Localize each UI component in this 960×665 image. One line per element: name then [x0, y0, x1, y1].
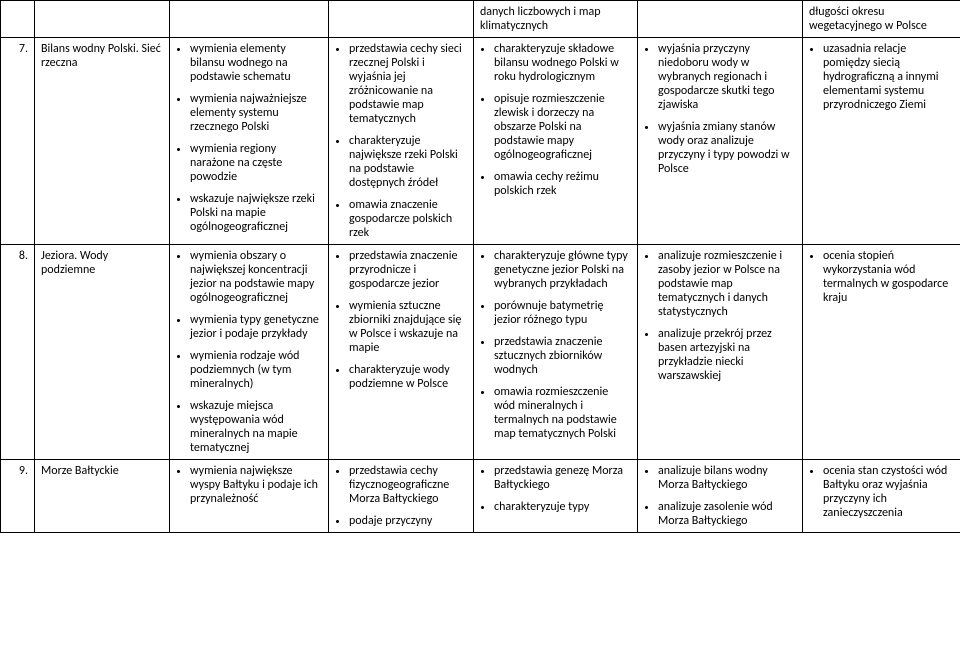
list-item: charakteryzuje główne typy genetyczne je…	[494, 249, 631, 291]
list-item: charakteryzuje składowe bilansu wodnego …	[494, 42, 631, 84]
bullet-list: wymienia elementy bilansu wodnego na pod…	[176, 42, 322, 234]
col-a	[170, 1, 329, 38]
list-item: podaje przyczyny	[349, 514, 467, 528]
bullet-list: ocenia stopień wykorzystania wód termaln…	[809, 249, 954, 305]
bullet-list: przedstawia znaczenie przyrodnicze i gos…	[335, 249, 467, 391]
curriculum-table: danych liczbowych i map klimatycznych dłu…	[0, 0, 960, 533]
list-item: ocenia stan czystości wód Bałtyku oraz w…	[823, 464, 954, 520]
list-item: wymienia typy genetyczne jezior i podaje…	[190, 313, 322, 341]
topic-cell: Morze Bałtyckie	[35, 460, 170, 533]
row-number	[1, 1, 35, 38]
list-item: ocenia stopień wykorzystania wód termaln…	[823, 249, 954, 305]
topic-cell	[35, 1, 170, 38]
list-item: przedstawia cechy fizycznogeograficzne M…	[349, 464, 467, 506]
bullet-list: uzasadnia relacje pomiędzy siecią hydrog…	[809, 42, 954, 112]
row-number: 7.	[1, 38, 35, 245]
list-item: opisuje rozmieszczenie zlewisk i dorzecz…	[494, 92, 631, 162]
list-item: wyjaśnia przyczyny niedoboru wody w wybr…	[658, 42, 796, 112]
col-d: wyjaśnia przyczyny niedoboru wody w wybr…	[638, 38, 803, 245]
page: { "rows": [ { "num": "", "topic": "", "c…	[0, 0, 960, 533]
list-item: charakteryzuje typy	[494, 500, 631, 514]
list-item: analizuje zasolenie wód Morza Bałtyckieg…	[658, 500, 796, 528]
col-e: uzasadnia relacje pomiędzy siecią hydrog…	[803, 38, 960, 245]
list-item: uzasadnia relacje pomiędzy siecią hydrog…	[823, 42, 954, 112]
list-item: wymienia największe wyspy Bałtyku i poda…	[190, 464, 322, 506]
bullet-list: analizuje rozmieszczenie i zasoby jezior…	[644, 249, 796, 383]
col-c: przedstawia genezę Morza Bałtyckiego char…	[474, 460, 638, 533]
list-item: wskazuje największe rzeki Polski na mapi…	[190, 192, 322, 234]
list-item: wymienia najważniejsze elementy systemu …	[190, 92, 322, 134]
list-item: porównuje batymetrię jezior różnego typu	[494, 299, 631, 327]
list-item: wskazuje miejsca występowania wód minera…	[190, 399, 322, 455]
table-row: 7.Bilans wodny Polski. Sieć rzeczna wymie…	[1, 38, 960, 245]
list-item: analizuje przekrój przez basen artezyjsk…	[658, 327, 796, 383]
plain-text: długości okresu wegetacyjnego w Polsce	[809, 5, 954, 33]
table-row: 8.Jeziora. Wody podziemne wymienia obszar…	[1, 245, 960, 460]
bullet-list: wyjaśnia przyczyny niedoboru wody w wybr…	[644, 42, 796, 176]
list-item: analizuje bilans wodny Morza Bałtyckiego	[658, 464, 796, 492]
col-b: przedstawia cechy fizycznogeograficzne M…	[329, 460, 474, 533]
list-item: przedstawia znaczenie sztucznych zbiorni…	[494, 335, 631, 377]
list-item: charakteryzuje największe rzeki Polski n…	[349, 134, 467, 190]
list-item: przedstawia genezę Morza Bałtyckiego	[494, 464, 631, 492]
bullet-list: przedstawia cechy sieci rzecznej Polski …	[335, 42, 467, 240]
list-item: przedstawia znaczenie przyrodnicze i gos…	[349, 249, 467, 291]
col-b	[329, 1, 474, 38]
list-item: wymienia rodzaje wód podziemnych (w tym …	[190, 349, 322, 391]
list-item: wymienia sztuczne zbiorniki znajdujące s…	[349, 299, 467, 355]
col-d	[638, 1, 803, 38]
table-row: danych liczbowych i map klimatycznych dłu…	[1, 1, 960, 38]
list-item: analizuje rozmieszczenie i zasoby jezior…	[658, 249, 796, 319]
col-c: charakteryzuje składowe bilansu wodnego …	[474, 38, 638, 245]
bullet-list: przedstawia genezę Morza Bałtyckiego char…	[480, 464, 631, 514]
list-item: przedstawia cechy sieci rzecznej Polski …	[349, 42, 467, 126]
list-item: wymienia obszary o największej koncentra…	[190, 249, 322, 305]
row-number: 9.	[1, 460, 35, 533]
col-e: długości okresu wegetacyjnego w Polsce	[803, 1, 960, 38]
col-a: wymienia obszary o największej koncentra…	[170, 245, 329, 460]
bullet-list: analizuje bilans wodny Morza Bałtyckiego…	[644, 464, 796, 528]
bullet-list: charakteryzuje główne typy genetyczne je…	[480, 249, 631, 441]
col-c: danych liczbowych i map klimatycznych	[474, 1, 638, 38]
list-item: wymienia regiony narażone na częste powo…	[190, 142, 322, 184]
row-number: 8.	[1, 245, 35, 460]
col-d: analizuje bilans wodny Morza Bałtyckiego…	[638, 460, 803, 533]
col-c: charakteryzuje główne typy genetyczne je…	[474, 245, 638, 460]
col-e: ocenia stopień wykorzystania wód termaln…	[803, 245, 960, 460]
list-item: charakteryzuje wody podziemne w Polsce	[349, 363, 467, 391]
col-d: analizuje rozmieszczenie i zasoby jezior…	[638, 245, 803, 460]
bullet-list: charakteryzuje składowe bilansu wodnego …	[480, 42, 631, 198]
bullet-list: wymienia obszary o największej koncentra…	[176, 249, 322, 455]
list-item: wymienia elementy bilansu wodnego na pod…	[190, 42, 322, 84]
topic-cell: Jeziora. Wody podziemne	[35, 245, 170, 460]
list-item: wyjaśnia zmiany stanów wody oraz analizu…	[658, 120, 796, 176]
bullet-list: wymienia największe wyspy Bałtyku i poda…	[176, 464, 322, 506]
bullet-list: ocenia stan czystości wód Bałtyku oraz w…	[809, 464, 954, 520]
topic-cell: Bilans wodny Polski. Sieć rzeczna	[35, 38, 170, 245]
col-b: przedstawia cechy sieci rzecznej Polski …	[329, 38, 474, 245]
col-b: przedstawia znaczenie przyrodnicze i gos…	[329, 245, 474, 460]
list-item: omawia rozmieszczenie wód mineralnych i …	[494, 385, 631, 441]
bullet-list: przedstawia cechy fizycznogeograficzne M…	[335, 464, 467, 528]
col-a: wymienia elementy bilansu wodnego na pod…	[170, 38, 329, 245]
col-e: ocenia stan czystości wód Bałtyku oraz w…	[803, 460, 960, 533]
list-item: omawia cechy reżimu polskich rzek	[494, 170, 631, 198]
col-a: wymienia największe wyspy Bałtyku i poda…	[170, 460, 329, 533]
plain-text: danych liczbowych i map klimatycznych	[480, 5, 631, 33]
list-item: omawia znaczenie gospodarcze polskich rz…	[349, 198, 467, 240]
table-row: 9.Morze Bałtyckie wymienia największe wys…	[1, 460, 960, 533]
